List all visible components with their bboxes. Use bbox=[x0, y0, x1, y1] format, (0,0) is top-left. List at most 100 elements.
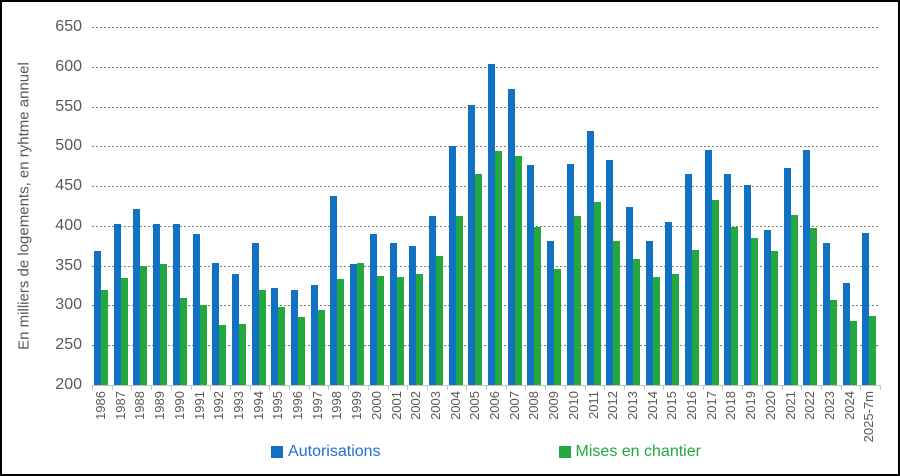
bar-mises-en-chantier-1993 bbox=[238, 323, 246, 385]
bar-autorisations-2021 bbox=[783, 167, 791, 385]
x-tick-label-2007: 2007 bbox=[506, 391, 522, 420]
legend-label-mises-en-chantier: Mises en chantier bbox=[575, 443, 701, 460]
x-axis-tick bbox=[486, 385, 487, 390]
gridline-650 bbox=[92, 27, 880, 28]
x-tick-label-2010: 2010 bbox=[565, 391, 581, 420]
bar-mises-en-chantier-2021 bbox=[790, 214, 798, 385]
bar-autorisations-1998 bbox=[330, 195, 338, 385]
x-axis-tick bbox=[151, 385, 153, 390]
bar-autorisations-1991 bbox=[192, 233, 200, 385]
x-tick-label-2008: 2008 bbox=[526, 391, 542, 420]
bar-autorisations-1993 bbox=[231, 273, 239, 385]
x-axis-tick bbox=[564, 385, 566, 390]
legend-item-mises-en-chantier: Mises en chantier bbox=[558, 443, 701, 461]
bar-autorisations-2001 bbox=[389, 243, 397, 385]
x-axis-tick bbox=[880, 385, 881, 390]
legend: Autorisations Mises en chantier bbox=[92, 440, 880, 464]
x-axis-tick bbox=[170, 385, 172, 390]
x-axis-tick bbox=[860, 385, 862, 390]
bar-mises-en-chantier-1996 bbox=[298, 317, 305, 385]
bar-autorisations-2013 bbox=[625, 206, 633, 385]
x-tick-label-2025-7m: 2025-7m bbox=[861, 391, 877, 443]
bar-autorisations-2018 bbox=[724, 174, 732, 385]
x-axis-tick bbox=[210, 385, 212, 390]
bar-autorisations-2002 bbox=[409, 245, 417, 385]
bar-autorisations-1999 bbox=[350, 264, 358, 385]
y-tick-label-450: 450 bbox=[55, 177, 82, 195]
bar-mises-en-chantier-2024 bbox=[849, 321, 857, 385]
x-tick-label-1997: 1997 bbox=[309, 391, 325, 420]
x-axis-tick bbox=[131, 385, 133, 390]
y-tick-label-650: 650 bbox=[55, 18, 82, 35]
x-axis-tick bbox=[702, 385, 704, 390]
bar-autorisations-1987 bbox=[113, 224, 121, 385]
x-tick-label-2001: 2001 bbox=[388, 391, 404, 420]
bar-autorisations-2009 bbox=[547, 241, 555, 385]
bar-mises-en-chantier-2012 bbox=[613, 241, 621, 385]
bar-autorisations-2006 bbox=[488, 64, 495, 385]
bar-mises-en-chantier-1999 bbox=[357, 262, 365, 385]
x-axis-tick bbox=[623, 385, 625, 390]
gridline-350 bbox=[92, 265, 880, 267]
bar-mises-en-chantier-1998 bbox=[337, 279, 345, 385]
x-tick-label-2011: 2011 bbox=[585, 391, 601, 419]
bar-mises-en-chantier-2004 bbox=[455, 215, 463, 385]
y-tick-label-600: 600 bbox=[55, 57, 82, 75]
x-axis-tick bbox=[584, 385, 586, 390]
x-tick-label-1989: 1989 bbox=[152, 391, 168, 420]
bar-mises-en-chantier-1986 bbox=[101, 289, 108, 385]
bar-autorisations-2016 bbox=[685, 174, 692, 385]
bar-mises-en-chantier-2015 bbox=[672, 273, 680, 385]
x-axis-tick bbox=[840, 385, 842, 390]
bar-mises-en-chantier-2007 bbox=[514, 155, 522, 385]
y-tick-label-200: 200 bbox=[55, 376, 82, 393]
bar-autorisations-2014 bbox=[645, 241, 653, 385]
x-axis-tick bbox=[525, 385, 527, 390]
bar-autorisations-2017 bbox=[704, 150, 712, 385]
bar-autorisations-2025-7m bbox=[862, 233, 870, 385]
bar-mises-en-chantier-1987 bbox=[120, 277, 128, 385]
bar-mises-en-chantier-1991 bbox=[199, 304, 207, 385]
bar-mises-en-chantier-1988 bbox=[140, 265, 148, 385]
bar-autorisations-2003 bbox=[428, 215, 436, 385]
x-tick-label-1990: 1990 bbox=[171, 391, 187, 420]
bar-autorisations-1988 bbox=[133, 209, 141, 385]
bar-mises-en-chantier-2003 bbox=[435, 256, 443, 385]
x-axis-tick bbox=[801, 385, 803, 390]
x-axis-tick bbox=[604, 385, 606, 390]
bar-mises-en-chantier-2023 bbox=[829, 299, 837, 385]
x-axis-tick bbox=[348, 385, 350, 390]
bar-mises-en-chantier-2025-7m bbox=[869, 315, 877, 385]
bar-mises-en-chantier-2017 bbox=[711, 199, 719, 385]
x-tick-label-2018: 2018 bbox=[723, 391, 739, 420]
y-tick-label-250: 250 bbox=[55, 336, 82, 354]
bar-autorisations-2007 bbox=[507, 89, 515, 385]
x-tick-label-1994: 1994 bbox=[250, 391, 266, 420]
x-tick-label-2003: 2003 bbox=[427, 391, 443, 420]
x-axis-tick bbox=[229, 385, 231, 390]
bar-autorisations-2005 bbox=[468, 104, 476, 385]
plot-area bbox=[92, 27, 880, 386]
x-axis-tick bbox=[683, 385, 684, 390]
x-axis-tick bbox=[545, 385, 547, 390]
bar-mises-en-chantier-1992 bbox=[219, 325, 227, 385]
x-tick-label-2002: 2002 bbox=[408, 391, 424, 420]
bar-mises-en-chantier-2001 bbox=[396, 276, 404, 385]
x-axis-tick bbox=[190, 385, 192, 390]
bar-mises-en-chantier-2016 bbox=[692, 249, 699, 385]
x-axis-tick bbox=[466, 385, 468, 390]
gridline-300 bbox=[92, 305, 880, 307]
x-tick-label-2022: 2022 bbox=[802, 391, 818, 420]
x-tick-label-1995: 1995 bbox=[270, 391, 286, 420]
legend-label-autorisations: Autorisations bbox=[288, 443, 381, 460]
x-tick-label-2004: 2004 bbox=[447, 391, 463, 420]
bar-mises-en-chantier-2022 bbox=[810, 228, 818, 385]
x-axis-tick bbox=[505, 385, 507, 390]
legend-swatch-mises-en-chantier-icon bbox=[558, 446, 571, 458]
x-axis-tick bbox=[643, 385, 645, 390]
bar-autorisations-2019 bbox=[744, 184, 752, 385]
x-tick-label-2000: 2000 bbox=[368, 391, 384, 420]
bar-autorisations-2011 bbox=[586, 131, 594, 385]
bar-mises-en-chantier-1989 bbox=[160, 264, 168, 385]
bar-autorisations-1986 bbox=[94, 251, 101, 385]
